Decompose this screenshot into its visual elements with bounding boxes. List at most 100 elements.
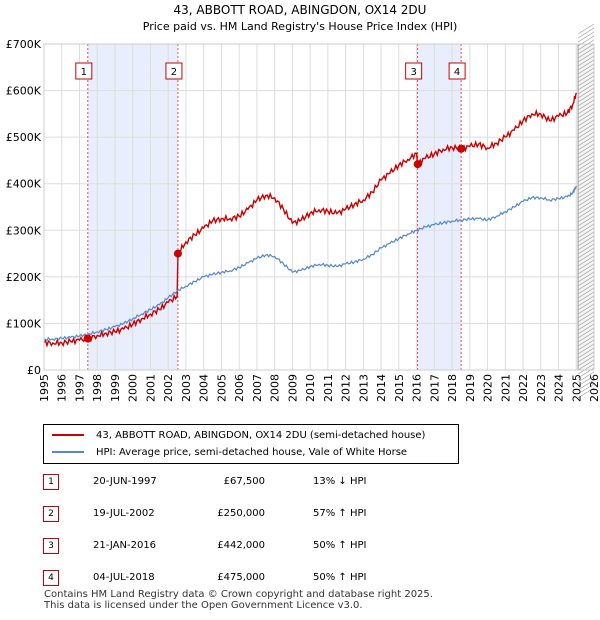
x-tick-label: 2022 — [517, 374, 530, 402]
x-axis-ticks: 1995 1996 1997 1998 1999 2000 2001 2002 2003 2004… — [38, 374, 600, 402]
forecast-hatch-line — [577, 71, 595, 83]
forecast-hatch-line — [577, 27, 595, 39]
sale-price: £250,000 — [217, 508, 265, 519]
forecast-hatch-line — [577, 303, 595, 315]
sale-date: 20-JUN-1997 — [93, 476, 157, 487]
x-tick-label: 2000 — [127, 374, 140, 402]
x-tick-label: 1996 — [56, 374, 69, 402]
legend-item-hpi: HPI: Average price, semi-detached house,… — [52, 446, 407, 460]
forecast-hatch-line — [577, 263, 595, 275]
footer-line-licence: This data is licensed under the Open Gov… — [44, 600, 363, 611]
x-tick-label: 2023 — [535, 374, 548, 402]
forecast-hatch-line — [577, 311, 595, 323]
sale-box-2: 2 — [165, 62, 183, 80]
footer-line-copyright: Contains HM Land Registry data © Crown c… — [44, 589, 433, 600]
forecast-hatch-line — [577, 299, 595, 311]
sale-box-frame — [75, 62, 93, 80]
x-tick-label: 2008 — [269, 374, 282, 402]
forecast-hatch-line — [577, 167, 595, 179]
forecast-hatch-line — [577, 155, 595, 167]
x-tick-label: 2020 — [482, 374, 495, 402]
y-tick-label: £700K — [6, 38, 42, 51]
forecast-hatch-line — [577, 327, 595, 339]
series-lines — [43, 92, 577, 348]
forecast-hatch-line — [577, 23, 595, 35]
forecast-hatch-line — [577, 271, 595, 283]
forecast-hatch-line — [577, 379, 595, 391]
forecast-hatch-line — [577, 255, 595, 267]
forecast-hatch-line — [577, 295, 595, 307]
sale-box-label: 1 — [81, 67, 87, 78]
forecast-hatch-line — [577, 55, 595, 67]
sale-price: £475,000 — [217, 572, 265, 583]
sale-hpi-diff: 50% ↑ HPI — [313, 572, 367, 583]
legend-item-property: 43, ABBOTT ROAD, ABINGDON, OX14 2DU (sem… — [52, 429, 425, 443]
forecast-hatch-line — [577, 179, 595, 191]
x-tick-label: 2024 — [553, 374, 566, 402]
forecast-hatch-line — [577, 251, 595, 263]
x-tick-label: 1999 — [109, 374, 122, 402]
x-tick-label: 1995 — [38, 374, 51, 402]
forecast-hatch-line — [577, 159, 595, 171]
x-tick-label: 2012 — [340, 374, 353, 402]
forecast-hatch-line — [577, 371, 595, 383]
sale-hpi-diff: 13% ↓ HPI — [313, 476, 367, 487]
sale-box-label: 2 — [171, 67, 177, 78]
shaded-period — [417, 44, 462, 370]
forecast-hatch-line — [577, 211, 595, 223]
x-tick-label: 2021 — [499, 374, 512, 402]
forecast-hatch-line — [577, 195, 595, 207]
sale-box-3: 3 — [405, 62, 423, 80]
forecast-hatch-line — [577, 63, 595, 75]
forecast-hatch-line — [577, 243, 595, 255]
forecast-hatch-line — [577, 147, 595, 159]
forecast-hatch-line — [577, 99, 595, 111]
x-tick-label: 2003 — [180, 374, 193, 402]
forecast-hatch-line — [577, 343, 595, 355]
forecast-hatch-line — [577, 75, 595, 87]
property-price-line — [43, 92, 577, 348]
forecast-hatch-line — [577, 331, 595, 343]
x-tick-label: 2014 — [375, 374, 388, 402]
forecast-hatch-line — [577, 191, 595, 203]
sale-box-frame — [448, 62, 466, 80]
forecast-hatch-line — [577, 143, 595, 155]
y-tick-label: £500K — [6, 131, 42, 144]
forecast-hatch-line — [577, 307, 595, 319]
x-tick-label: 2018 — [446, 374, 459, 402]
x-tick-label: 2009 — [286, 374, 299, 402]
sale-point-2 — [173, 249, 182, 258]
x-tick-label: 2026 — [588, 374, 600, 402]
forecast-hatch-line — [577, 111, 595, 123]
forecast-hatch-line — [577, 183, 595, 195]
forecast-hatch-line — [577, 247, 595, 259]
sale-hpi-diff: 57% ↑ HPI — [313, 508, 367, 519]
forecast-hatch-line — [577, 79, 595, 91]
forecast-hatch-line — [577, 223, 595, 235]
sale-price: £442,000 — [217, 540, 265, 551]
forecast-hatch-line — [577, 219, 595, 231]
x-tick-label: 2016 — [411, 374, 424, 402]
y-tick-label: £300K — [6, 224, 42, 237]
sale-hpi-diff: 50% ↑ HPI — [313, 540, 367, 551]
forecast-hatch-line — [577, 59, 595, 71]
forecast-hatch-line — [577, 235, 595, 247]
x-tick-label: 2010 — [304, 374, 317, 402]
forecast-hatch-line — [577, 291, 595, 303]
sale-number-badge: 2 — [43, 506, 59, 522]
forecast-hatch-line — [577, 315, 595, 327]
forecast-hatch-line — [577, 43, 595, 55]
legend-swatch-property — [52, 434, 84, 436]
sale-box-1: 1 — [75, 62, 93, 80]
x-tick-label: 2004 — [198, 374, 211, 402]
forecast-hatch-line — [577, 139, 595, 151]
forecast-hatch-line — [577, 119, 595, 131]
forecast-hatch-line — [577, 163, 595, 175]
forecast-hatch-line — [577, 339, 595, 351]
sale-number-badge: 1 — [43, 474, 59, 490]
x-tick-label: 2007 — [251, 374, 264, 402]
sale-box-frame — [165, 62, 183, 80]
hpi-line — [43, 185, 577, 342]
forecast-hatch-line — [577, 259, 595, 271]
y-tick-label: £400K — [6, 178, 42, 191]
